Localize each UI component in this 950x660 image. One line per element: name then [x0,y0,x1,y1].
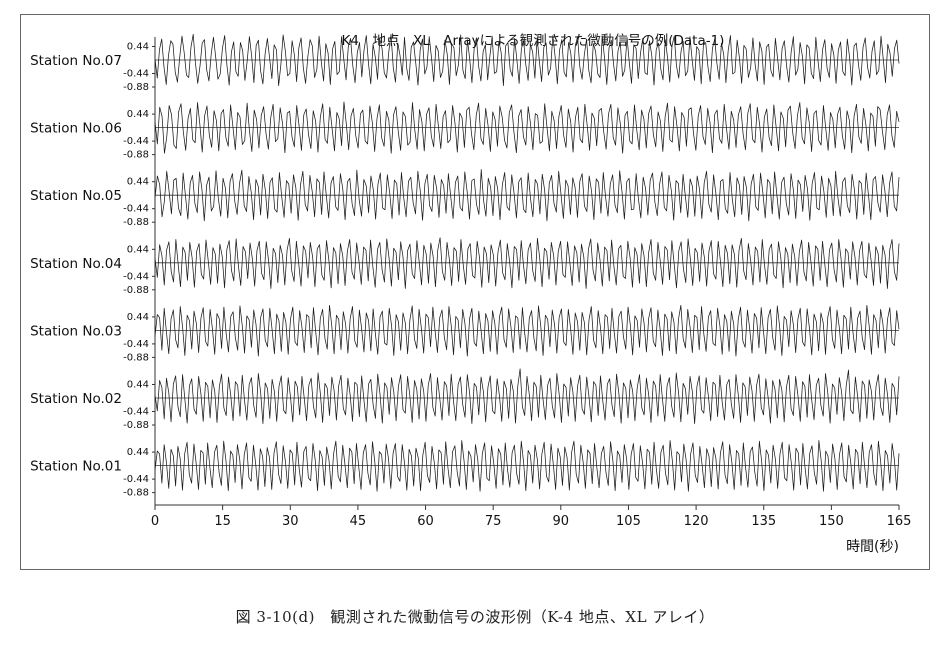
series-row: Station No.07 0.44 -0.44 -0.88 [30,33,900,93]
figure-caption: 図 3-10(d) 観測された微動信号の波形例（K-4 地点、XL アレイ） [235,608,715,626]
y-tick-label: -0.88 [123,420,149,431]
series-label: Station No.07 [30,53,122,69]
y-tick-label: -0.44 [123,204,149,215]
series-label: Station No.04 [30,256,122,272]
y-tick-label: 0.44 [127,380,149,391]
series-trace [154,440,900,492]
series-row: Station No.03 0.44 -0.44 -0.88 [30,304,900,363]
y-tick-label: 0.44 [127,109,149,120]
y-tick-label: -0.88 [123,352,149,363]
y-tick-label: -0.88 [123,150,149,161]
y-tick-label: -0.88 [123,82,149,93]
x-tick-label: 75 [485,514,502,529]
series-trace [154,237,900,289]
x-tick-label: 30 [282,514,299,529]
series-row: Station No.01 0.44 -0.44 -0.88 [30,440,900,499]
series-row: Station No.02 0.44 -0.44 -0.88 [30,368,900,431]
series-label: Station No.03 [30,323,122,339]
y-tick-label: -0.44 [123,474,149,485]
x-tick-label: 60 [417,514,434,529]
x-tick-label: 0 [151,514,159,529]
series-row: Station No.06 0.44 -0.44 -0.88 [30,101,900,161]
x-axis-label: 時間(秒) [846,539,899,555]
y-tick-label: 0.44 [127,447,149,458]
y-tick-label: -0.88 [123,285,149,296]
x-tick-label: 165 [887,514,912,529]
series-label: Station No.02 [30,391,122,407]
series-trace [154,33,900,87]
y-tick-label: -0.44 [123,407,149,418]
y-tick-label: -0.44 [123,69,149,80]
series-trace [154,368,900,425]
series-row: Station No.04 0.44 -0.44 -0.88 [30,237,900,296]
series-label: Station No.05 [30,188,122,204]
series-trace [154,169,900,222]
y-tick-label: -0.88 [123,488,149,499]
chart-svg: K4 地点 XL Arrayによる観測された微動信号の例(Data-1) 0 15… [30,32,912,555]
x-tick-label: 120 [684,514,709,529]
y-tick-label: -0.88 [123,217,149,228]
series-trace [154,304,900,357]
y-tick-label: 0.44 [127,312,149,323]
y-tick-label: -0.44 [123,271,149,282]
figure-frame: K4 地点 XL Arrayによる観測された微動信号の例(Data-1) 0 15… [20,14,930,570]
x-tick-label: 90 [553,514,570,529]
series-label: Station No.01 [30,459,122,475]
chart-title: K4 地点 XL Arrayによる観測された微動信号の例(Data-1) [342,32,725,49]
y-tick-label: -0.44 [123,339,149,350]
series-trace [154,101,900,154]
x-tick-label: 15 [214,514,231,529]
x-tick-label: 150 [819,514,844,529]
x-tick-label: 135 [751,514,776,529]
series-label: Station No.06 [30,121,122,137]
y-tick-label: 0.44 [127,177,149,188]
x-tick-label: 105 [616,514,641,529]
x-tick-label: 45 [350,514,367,529]
y-tick-label: 0.44 [127,244,149,255]
y-tick-label: 0.44 [127,42,149,53]
series-row: Station No.05 0.44 -0.44 -0.88 [30,169,900,228]
y-tick-label: -0.44 [123,136,149,147]
